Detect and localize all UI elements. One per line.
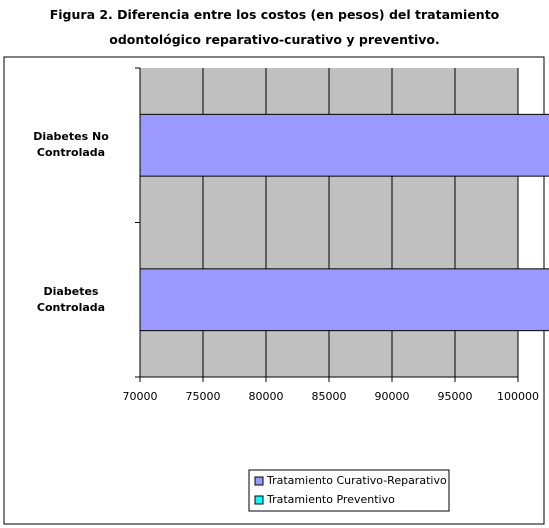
- legend: [248, 469, 450, 512]
- x-tick-label: 90000: [375, 390, 410, 403]
- x-tick-label: 95000: [438, 390, 473, 403]
- bar-segment: [139, 113, 549, 177]
- x-tick-label: 75000: [186, 390, 221, 403]
- chart-title: Figura 2. Diferencia entre los costos (e…: [49, 7, 500, 47]
- legend-swatch: [254, 495, 264, 505]
- y-tick-label: Diabetes Controlada: [36, 284, 106, 314]
- x-tick-label: 80000: [249, 390, 284, 403]
- bar-segment: [139, 268, 549, 332]
- y-tick-label: Diabetes No Controlada: [33, 130, 109, 160]
- legend-label: Tratamiento Preventivo: [266, 493, 395, 506]
- x-tick-label: 100000: [497, 390, 539, 403]
- x-tick-label: 85000: [312, 390, 347, 403]
- legend-swatch: [254, 476, 264, 486]
- legend-label: Tratamiento Curativo-Reparativo: [266, 474, 447, 487]
- x-tick-label: 70000: [123, 390, 158, 403]
